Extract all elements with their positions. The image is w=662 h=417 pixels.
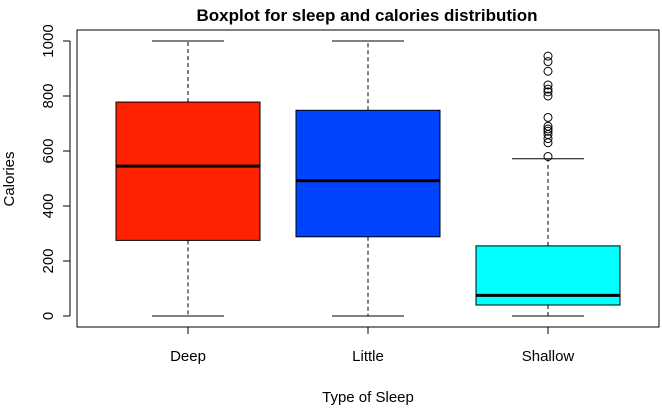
y-tick-label: 1000 xyxy=(40,24,57,57)
y-tick-label: 800 xyxy=(40,83,57,108)
outlier-point xyxy=(543,152,553,161)
outlier-point xyxy=(543,112,553,122)
outlier-point xyxy=(543,57,553,67)
outlier-point xyxy=(543,84,553,94)
y-axis: 0 200 400 600 800 1000 xyxy=(40,24,71,320)
box-shallow xyxy=(475,51,621,317)
outlier-point xyxy=(543,126,553,136)
x-tick-label: Little xyxy=(352,348,384,365)
y-tick-label: 200 xyxy=(40,248,57,273)
outlier-point xyxy=(543,134,553,144)
y-tick-label: 0 xyxy=(40,312,57,320)
outlier-point xyxy=(543,124,553,134)
outlier-point xyxy=(543,51,553,61)
x-axis: Deep Little Shallow xyxy=(170,326,575,365)
y-tick-label: 600 xyxy=(40,138,57,163)
x-tick-label: Shallow xyxy=(522,348,575,365)
outlier-point xyxy=(543,87,553,97)
chart-title: Boxplot for sleep and calories distribut… xyxy=(197,6,538,25)
box-little xyxy=(295,40,441,317)
iqr-box xyxy=(115,101,261,241)
x-axis-label: Type of Sleep xyxy=(322,389,414,406)
outlier-point xyxy=(543,66,553,76)
boxes-layer xyxy=(115,40,621,317)
x-tick-label: Deep xyxy=(170,348,206,365)
y-tick-label: 400 xyxy=(40,193,57,218)
outlier-point xyxy=(543,80,553,90)
y-axis-label: Calories xyxy=(1,151,18,206)
outlier-point xyxy=(543,121,553,131)
box-deep xyxy=(115,40,261,317)
outlier-point xyxy=(543,91,553,101)
iqr-box xyxy=(295,109,441,238)
